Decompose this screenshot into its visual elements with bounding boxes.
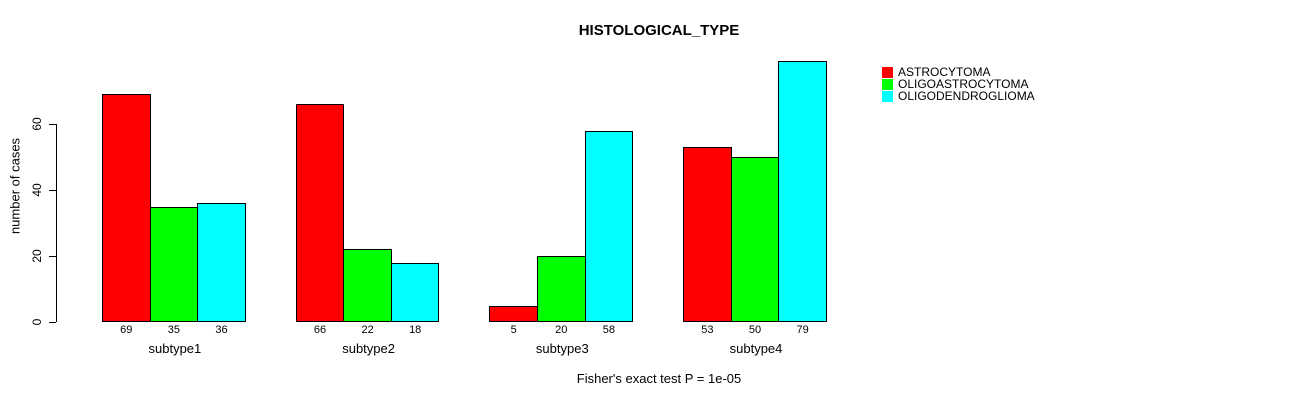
- category-label-subtype3: subtype3: [535, 341, 589, 356]
- bar-value-label: 35: [167, 324, 181, 336]
- y-tick-mark: [49, 190, 56, 191]
- bar-value-label: 22: [361, 324, 374, 336]
- bar-astrocytoma-subtype2: [295, 104, 345, 322]
- y-axis-line: [56, 124, 57, 322]
- legend-entry-oligodendroglioma: OLIGODENDROGLIOMA: [882, 89, 1035, 103]
- legend-entry-oligoastrocytoma: OLIGOASTROCYTOMA: [882, 77, 1035, 91]
- legend-swatch: [882, 78, 893, 90]
- y-tick-label: 20: [30, 249, 44, 263]
- bar-oligodendroglioma-subtype1: [197, 203, 246, 322]
- bar-astrocytoma-subtype3: [489, 305, 538, 322]
- category-label-subtype1: subtype1: [148, 341, 202, 356]
- y-tick-mark: [49, 124, 56, 125]
- legend-swatch: [882, 90, 893, 102]
- y-tick-label: 0: [30, 318, 44, 326]
- legend-label: ASTROCYTOMA: [898, 65, 991, 79]
- bar-astrocytoma-subtype1: [102, 94, 151, 322]
- category-label-subtype2: subtype2: [342, 341, 395, 356]
- bar-value-label: 58: [602, 324, 616, 336]
- legend-swatch: [882, 66, 893, 78]
- bar-value-label: 79: [796, 324, 809, 336]
- category-label-subtype4: subtype4: [729, 341, 783, 356]
- legend: ASTROCYTOMA OLIGOASTROCYTOMA OLIGODENDROGL…: [882, 65, 1035, 103]
- bar-oligodendroglioma-subtype3: [584, 130, 634, 322]
- y-tick-label: 60: [30, 117, 44, 131]
- chart-title: HISTOLOGICAL_TYPE: [578, 22, 740, 39]
- bar-oligodendroglioma-subtype4: [778, 61, 827, 322]
- legend-label: OLIGOASTROCYTOMA: [898, 77, 1029, 91]
- bar-value-label: 50: [748, 324, 762, 336]
- y-axis-title: number of cases: [7, 137, 23, 235]
- bar-value-label: 5: [510, 324, 517, 336]
- bar-oligoastrocytoma-subtype2: [343, 249, 392, 322]
- bar-oligoastrocytoma-subtype3: [537, 256, 586, 322]
- bar-value-label: 53: [701, 324, 714, 336]
- bar-value-label: 69: [120, 324, 133, 336]
- bar-value-label: 18: [409, 324, 422, 336]
- bar-value-label: 36: [215, 324, 228, 336]
- bar-value-label: 66: [313, 324, 327, 336]
- y-tick-label: 40: [30, 183, 44, 197]
- bar-astrocytoma-subtype4: [683, 147, 732, 322]
- bar-value-label: 20: [555, 324, 568, 336]
- y-tick-mark: [49, 322, 56, 323]
- legend-entry-astrocytoma: ASTROCYTOMA: [882, 65, 1035, 79]
- y-tick-mark: [49, 256, 56, 257]
- bar-oligoastrocytoma-subtype4: [730, 157, 780, 322]
- bar-oligodendroglioma-subtype2: [390, 262, 440, 322]
- caption: Fisher's exact test P = 1e-05: [576, 371, 742, 386]
- bar-oligoastrocytoma-subtype1: [149, 206, 199, 322]
- legend-label: OLIGODENDROGLIOMA: [898, 89, 1035, 103]
